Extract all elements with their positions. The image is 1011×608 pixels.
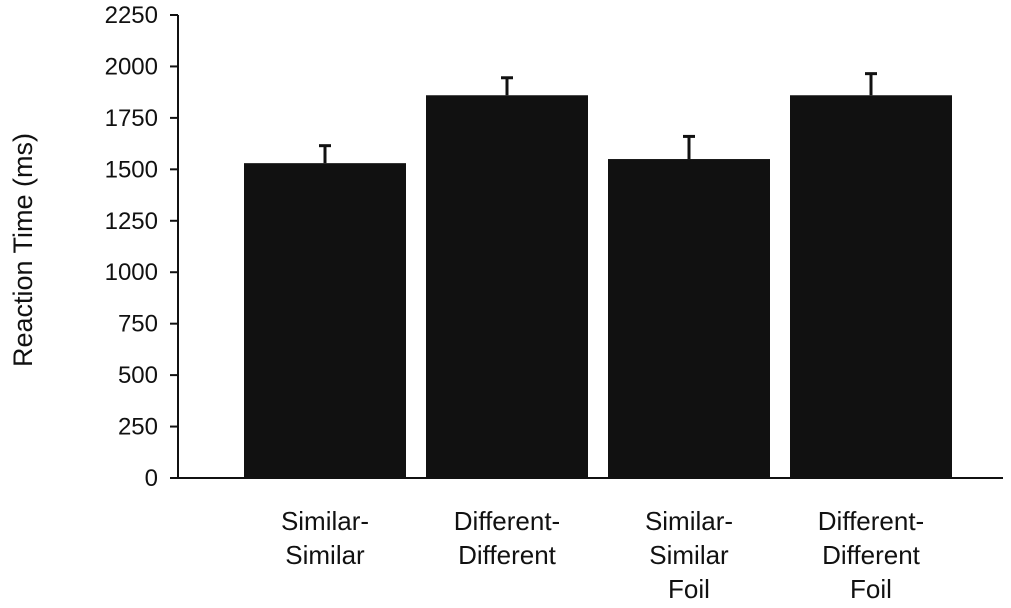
y-tick-label: 1000 — [105, 259, 158, 286]
x-tick-label-line: Different — [458, 540, 557, 570]
y-axis-title: Reaction Time (ms) — [8, 133, 38, 367]
y-tick-label: 2000 — [105, 53, 158, 80]
bar — [244, 163, 406, 478]
x-tick-label-line: Different — [822, 540, 921, 570]
x-tick-label-line: Foil — [850, 574, 892, 604]
x-tick-label: Similar- Similar Foil — [645, 506, 733, 604]
y-tick-label: 1500 — [105, 156, 158, 183]
y-tick-label: 750 — [118, 311, 158, 338]
bar — [790, 95, 952, 479]
x-tick-label-line: Similar — [285, 540, 365, 570]
x-tick-label-line: Similar- — [645, 506, 733, 536]
error-bars — [319, 72, 877, 164]
bars — [244, 95, 952, 479]
x-tick-label: Different- Different Foil — [818, 506, 924, 604]
x-tick-label-line: Similar- — [281, 506, 369, 536]
y-axis: 0 250 500 750 1000 1250 1500 1750 2000 2250 — [105, 2, 179, 492]
x-tick-label-line: Foil — [668, 574, 710, 604]
y-tick-label: 0 — [145, 465, 158, 492]
y-tick-label: 1250 — [105, 208, 158, 235]
x-tick-label: Similar- Similar — [281, 506, 369, 570]
y-tick-label: 500 — [118, 362, 158, 389]
y-tick-label: 250 — [118, 414, 158, 441]
y-tick-label: 1750 — [105, 105, 158, 132]
x-tick-label-line: Similar — [649, 540, 729, 570]
x-tick-label-line: Different- — [454, 506, 560, 536]
bar — [608, 159, 770, 479]
x-tick-label: Different- Different — [454, 506, 560, 570]
y-tick-label: 2250 — [105, 2, 158, 29]
bar — [426, 95, 588, 479]
x-tick-label-line: Different- — [818, 506, 924, 536]
x-tick-labels: Similar- Similar Different- Different Simila… — [281, 506, 924, 604]
